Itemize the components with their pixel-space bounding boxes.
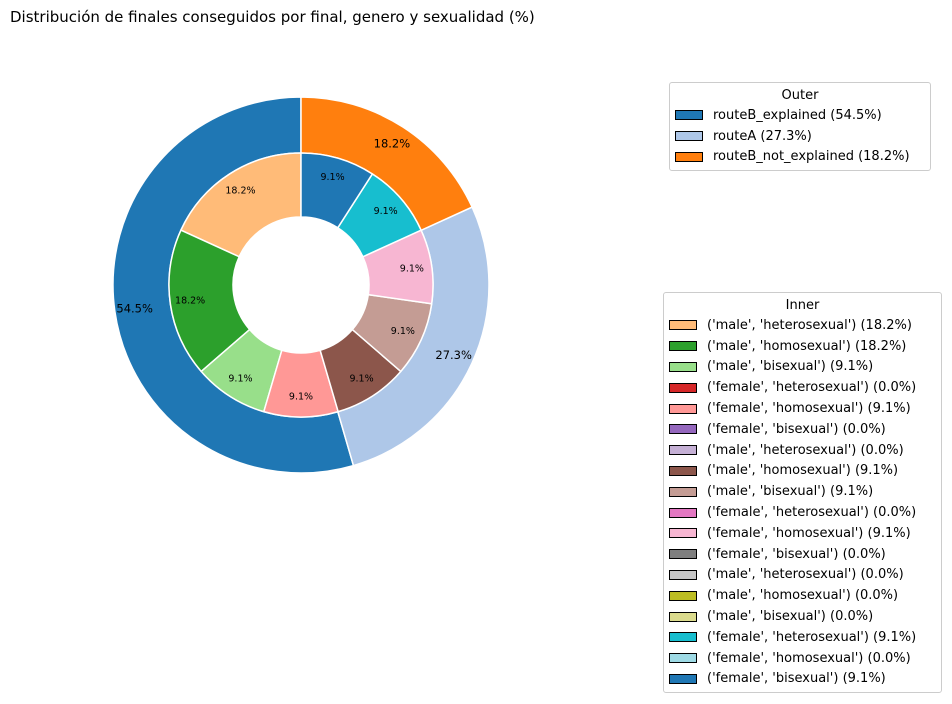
outer-slice-label-0: 54.5% xyxy=(116,302,153,316)
outer-legend-swatch-2 xyxy=(675,151,703,162)
inner-legend-swatch-4 xyxy=(669,403,697,414)
inner-legend-swatch-3 xyxy=(669,382,697,393)
inner-legend-entry-2: ('male', 'bisexual') (9.1%) xyxy=(664,357,941,378)
inner-legend-swatch-8 xyxy=(669,486,697,497)
inner-legend-label-0: ('male', 'heterosexual') (18.2%) xyxy=(707,317,912,333)
inner-legend-label-14: ('male', 'bisexual') (0.0%) xyxy=(707,609,874,625)
inner-legend-swatch-1 xyxy=(669,341,697,352)
inner-legend-entry-0: ('male', 'heterosexual') (18.2%) xyxy=(664,315,941,336)
inner-legend-entry-13: ('male', 'homosexual') (0.0%) xyxy=(664,585,941,606)
outer-slice-label-2: 18.2% xyxy=(374,137,411,151)
inner-legend-entry-1: ('male', 'homosexual') (18.2%) xyxy=(664,336,941,357)
inner-slice-label-2: 9.1% xyxy=(228,374,252,385)
inner-legend-entry-17: ('female', 'bisexual') (9.1%) xyxy=(664,669,941,690)
inner-legend-label-2: ('male', 'bisexual') (9.1%) xyxy=(707,359,874,375)
inner-legend-swatch-9 xyxy=(669,507,697,518)
inner-legend-entry-10: ('female', 'homosexual') (9.1%) xyxy=(664,523,941,544)
inner-slice-label-7: 9.1% xyxy=(349,374,373,385)
inner-ring xyxy=(168,152,434,418)
inner-legend-label-4: ('female', 'homosexual') (9.1%) xyxy=(707,401,911,417)
inner-legend-label-6: ('male', 'heterosexual') (0.0%) xyxy=(707,442,904,458)
inner-legend-entry-14: ('male', 'bisexual') (0.0%) xyxy=(664,606,941,627)
inner-slice-label-0: 18.2% xyxy=(225,185,255,196)
outer-legend-label-1: routeA (27.3%) xyxy=(713,128,812,144)
inner-legend: Inner ('male', 'heterosexual') (18.2%) ('… xyxy=(663,292,942,694)
outer-legend-title: Outer xyxy=(781,88,819,103)
inner-legend-label-7: ('male', 'homosexual') (9.1%) xyxy=(707,463,899,479)
outer-legend-entry-0: routeB_explained (54.5%) xyxy=(670,105,930,126)
outer-legend: Outer routeB_explained (54.5%) routeA (27… xyxy=(669,82,931,172)
inner-slice-label-1: 18.2% xyxy=(175,295,205,306)
inner-slice-label-17: 9.1% xyxy=(320,172,344,183)
inner-legend-label-3: ('female', 'heterosexual') (0.0%) xyxy=(707,380,917,396)
chart-title: Distribución de finales conseguidos por … xyxy=(10,8,535,26)
inner-legend-swatch-6 xyxy=(669,445,697,456)
inner-legend-entry-6: ('male', 'heterosexual') (0.0%) xyxy=(664,440,941,461)
inner-legend-swatch-0 xyxy=(669,320,697,331)
inner-legend-title: Inner xyxy=(785,298,820,313)
inner-slice-label-8: 9.1% xyxy=(391,326,415,337)
inner-legend-swatch-11 xyxy=(669,549,697,560)
inner-legend-entry-8: ('male', 'bisexual') (9.1%) xyxy=(664,481,941,502)
inner-legend-label-13: ('male', 'homosexual') (0.0%) xyxy=(707,588,899,604)
inner-legend-label-1: ('male', 'homosexual') (18.2%) xyxy=(707,338,907,354)
inner-legend-swatch-5 xyxy=(669,424,697,435)
inner-legend-entry-16: ('female', 'homosexual') (0.0%) xyxy=(664,648,941,669)
inner-legend-label-10: ('female', 'homosexual') (9.1%) xyxy=(707,525,911,541)
inner-legend-label-5: ('female', 'bisexual') (0.0%) xyxy=(707,421,886,437)
outer-legend-label-0: routeB_explained (54.5%) xyxy=(713,107,882,123)
slice-labels: 54.5% 27.3% 18.2% 18.2% 18.2% 9.1% 9.1% 9.1% 9.1… xyxy=(116,137,472,403)
inner-slice-label-4: 9.1% xyxy=(289,392,313,403)
inner-legend-swatch-17 xyxy=(669,673,697,684)
outer-legend-label-2: routeB_not_explained (18.2%) xyxy=(713,149,910,165)
outer-legend-swatch-0 xyxy=(675,110,703,121)
inner-legend-label-11: ('female', 'bisexual') (0.0%) xyxy=(707,546,886,562)
inner-legend-entry-7: ('male', 'homosexual') (9.1%) xyxy=(664,461,941,482)
inner-legend-swatch-2 xyxy=(669,361,697,372)
inner-legend-label-12: ('male', 'heterosexual') (0.0%) xyxy=(707,567,904,583)
inner-legend-label-16: ('female', 'homosexual') (0.0%) xyxy=(707,650,911,666)
inner-legend-label-17: ('female', 'bisexual') (9.1%) xyxy=(707,671,886,687)
inner-legend-swatch-16 xyxy=(669,653,697,664)
inner-legend-entry-5: ('female', 'bisexual') (0.0%) xyxy=(664,419,941,440)
outer-slice-label-1: 27.3% xyxy=(435,348,472,362)
inner-legend-swatch-7 xyxy=(669,465,697,476)
inner-legend-entry-15: ('female', 'heterosexual') (9.1%) xyxy=(664,627,941,648)
inner-legend-entry-4: ('female', 'homosexual') (9.1%) xyxy=(664,398,941,419)
inner-legend-entry-9: ('female', 'heterosexual') (0.0%) xyxy=(664,502,941,523)
inner-slice-label-15: 9.1% xyxy=(374,206,398,217)
inner-legend-label-15: ('female', 'heterosexual') (9.1%) xyxy=(707,629,917,645)
inner-legend-entry-11: ('female', 'bisexual') (0.0%) xyxy=(664,544,941,565)
inner-legend-entry-3: ('female', 'heterosexual') (0.0%) xyxy=(664,377,941,398)
inner-slice-label-10: 9.1% xyxy=(400,264,424,275)
inner-legend-label-9: ('female', 'heterosexual') (0.0%) xyxy=(707,505,917,521)
inner-legend-swatch-15 xyxy=(669,632,697,643)
inner-legend-swatch-14 xyxy=(669,611,697,622)
outer-legend-swatch-1 xyxy=(675,131,703,142)
inner-slice-17 xyxy=(300,152,374,229)
inner-legend-entry-12: ('male', 'heterosexual') (0.0%) xyxy=(664,565,941,586)
inner-legend-swatch-13 xyxy=(669,590,697,601)
inner-legend-swatch-10 xyxy=(669,528,697,539)
inner-legend-label-8: ('male', 'bisexual') (9.1%) xyxy=(707,484,874,500)
outer-legend-entry-2: routeB_not_explained (18.2%) xyxy=(670,147,930,168)
inner-legend-swatch-12 xyxy=(669,569,697,580)
outer-legend-entry-1: routeA (27.3%) xyxy=(670,126,930,147)
